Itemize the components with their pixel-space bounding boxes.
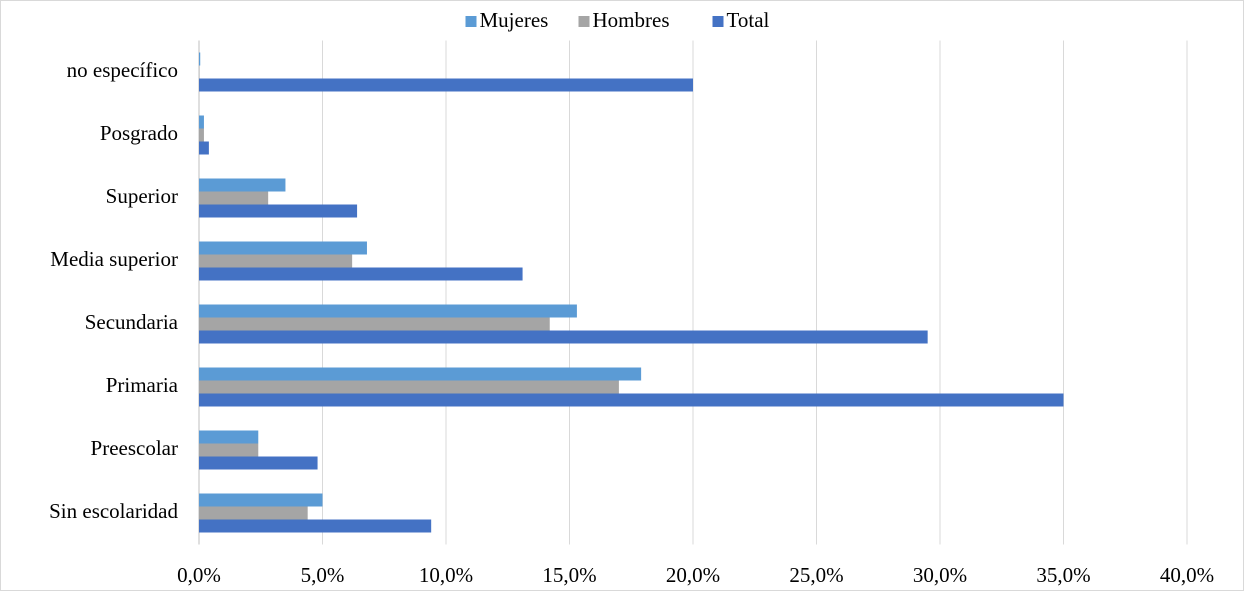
x-tick-label: 5,0% — [301, 563, 345, 587]
legend-swatch — [712, 16, 724, 27]
legend-swatch — [465, 16, 477, 27]
x-tick-label: 0,0% — [177, 563, 221, 587]
y-tick-label: Sin escolaridad — [49, 499, 178, 523]
x-tick-label: 10,0% — [419, 563, 473, 587]
bar — [199, 178, 286, 192]
bar — [199, 141, 209, 155]
bar — [199, 191, 269, 205]
bar — [199, 128, 204, 142]
x-tick-label: 35,0% — [1036, 563, 1090, 587]
y-tick-label: Superior — [106, 184, 178, 208]
bar — [199, 267, 523, 281]
bar — [199, 519, 432, 533]
x-tick-label: 20,0% — [666, 563, 720, 587]
bar — [199, 493, 323, 507]
y-tick-label: Preescolar — [91, 436, 178, 460]
y-tick-label: no específico — [67, 58, 178, 82]
bar — [199, 241, 367, 255]
bar — [199, 78, 693, 92]
x-tick-label: 15,0% — [542, 563, 596, 587]
y-tick-label: Primaria — [106, 373, 179, 397]
bar — [199, 367, 642, 381]
bar — [199, 380, 619, 394]
bar — [199, 506, 308, 520]
bar — [199, 393, 1064, 407]
legend-label: Hombres — [593, 8, 670, 32]
bar — [199, 456, 318, 470]
bar — [199, 52, 201, 66]
y-tick-label: Media superior — [50, 247, 178, 271]
bar — [199, 254, 353, 268]
bar — [199, 204, 358, 218]
bar — [199, 330, 928, 344]
x-tick-label: 30,0% — [913, 563, 967, 587]
y-tick-label: Posgrado — [100, 121, 178, 145]
legend-label: Mujeres — [480, 8, 549, 32]
y-tick-label: Secundaria — [85, 310, 179, 334]
bar — [199, 304, 577, 318]
bar — [199, 430, 259, 444]
bar — [199, 443, 259, 457]
bar — [199, 317, 550, 331]
bar — [199, 115, 204, 129]
x-tick-label: 25,0% — [789, 563, 843, 587]
x-tick-label: 40,0% — [1160, 563, 1214, 587]
legend-swatch — [578, 16, 590, 27]
legend-label: Total — [727, 8, 770, 32]
